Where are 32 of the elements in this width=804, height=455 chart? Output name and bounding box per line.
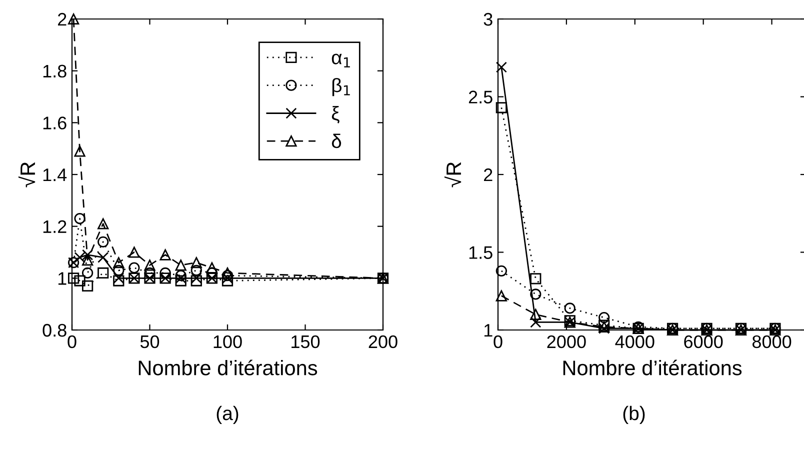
y-tick-label: 1 [58, 272, 66, 285]
y-tick-label: 2.5 [468, 90, 492, 104]
y-tick-label: 2 [58, 12, 66, 26]
x-axis-title: Nombre d’itérations [138, 360, 318, 376]
legend-label: α$_{1}$ [332, 54, 350, 68]
y-axis-title: √R [18, 162, 36, 188]
y-tick-label: 1.5 [469, 246, 492, 259]
x-tick-label: 100 [214, 335, 242, 348]
x-tick-label: 0 [68, 335, 76, 348]
x-tick-label: 200 [368, 335, 398, 348]
text: (b) [623, 406, 645, 424]
x-tick-label: 0 [494, 335, 502, 348]
y-tick-label: 0.8 [42, 324, 66, 337]
x-tick-label: 6000 [684, 335, 723, 348]
legend-label: β$_{1}$ [332, 78, 350, 96]
x-tick-label: 2000 [547, 335, 586, 348]
y-axis-title: √R [444, 162, 462, 188]
y-tick-label: 1.6 [43, 116, 66, 130]
y-tick-label: 2 [484, 168, 492, 182]
y-tick-label: 1.8 [43, 64, 66, 78]
text: (a) [216, 406, 238, 424]
legend-label: δ [332, 134, 342, 148]
x-tick-label: 150 [292, 335, 320, 348]
legend-label: ξ [332, 106, 340, 124]
x-axis-title: Nombre d’itérations [563, 360, 742, 376]
y-tick-label: 1 [484, 324, 492, 337]
x-tick-label: 50 [140, 335, 160, 348]
y-tick-label: 3 [484, 12, 492, 26]
x-tick-label: 4000 [615, 335, 654, 348]
x-tick-label: 8000 [752, 335, 792, 348]
y-tick-label: 1.4 [43, 168, 67, 182]
y-tick-label: 1.2 [43, 220, 66, 233]
